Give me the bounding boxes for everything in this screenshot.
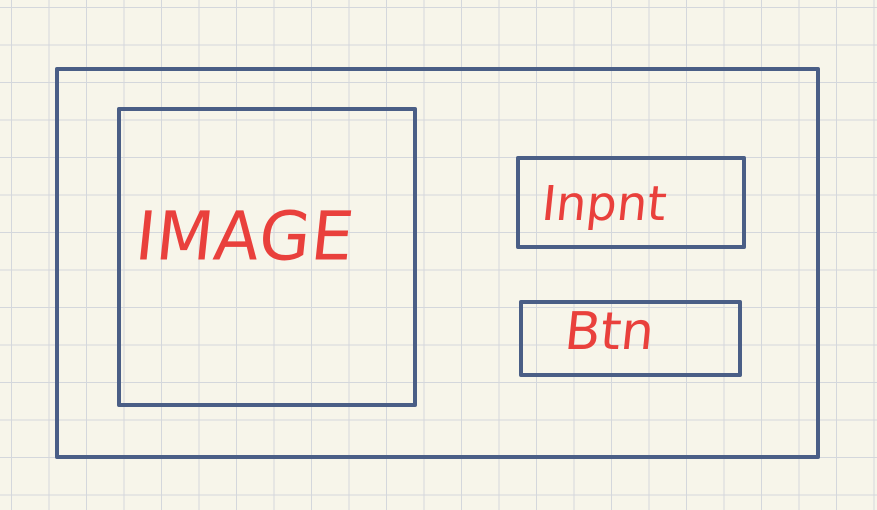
input-placeholder-box bbox=[516, 156, 746, 249]
button-placeholder-label: Btn bbox=[561, 302, 658, 362]
button-placeholder-box bbox=[519, 300, 742, 377]
image-placeholder-box bbox=[117, 107, 417, 407]
input-placeholder-label: Inpnt bbox=[539, 176, 670, 232]
image-placeholder-label: IMAGE bbox=[131, 197, 359, 276]
wireframe-outer-frame bbox=[55, 67, 820, 459]
